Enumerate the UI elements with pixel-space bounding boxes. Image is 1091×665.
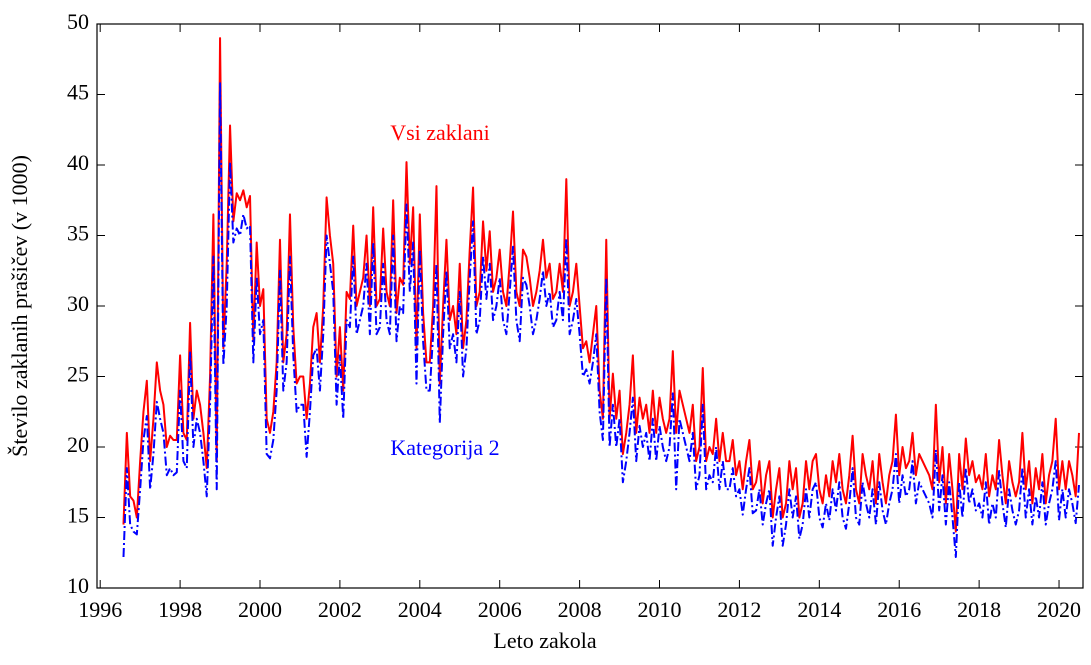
x-tick-label: 2014 (797, 597, 841, 622)
y-axis-label: Število zaklanih prašičev (v 1000) (7, 155, 32, 457)
x-tick-label: 1998 (158, 597, 202, 622)
series-line (122, 82, 1080, 558)
series-label: Kategorija 2 (390, 435, 499, 460)
x-tick-label: 2006 (478, 597, 522, 622)
x-tick-label: 2000 (238, 597, 282, 622)
x-tick-label: 2020 (1037, 597, 1081, 622)
x-tick-label: 2010 (638, 597, 682, 622)
x-tick-label: 2002 (318, 597, 362, 622)
x-tick-label: 1996 (78, 597, 122, 622)
x-tick-label: 2018 (957, 597, 1001, 622)
y-tick-label: 50 (67, 9, 89, 34)
x-axis-label: Leto zakola (493, 628, 596, 653)
y-tick-label: 25 (67, 362, 89, 387)
y-tick-label: 35 (67, 221, 89, 246)
y-tick-label: 30 (67, 291, 89, 316)
series-label: Vsi zaklani (390, 120, 490, 145)
y-tick-label: 45 (67, 80, 89, 105)
x-tick-label: 2012 (717, 597, 761, 622)
plot-frame (96, 23, 1084, 589)
y-tick-label: 20 (67, 432, 89, 457)
y-tick-label: 15 (67, 503, 89, 528)
series-line (122, 37, 1080, 533)
y-tick-label: 40 (67, 150, 89, 175)
x-tick-label: 2016 (877, 597, 921, 622)
x-tick-label: 2008 (558, 597, 602, 622)
x-tick-label: 2004 (398, 597, 442, 622)
y-tick-label: 10 (67, 573, 89, 598)
